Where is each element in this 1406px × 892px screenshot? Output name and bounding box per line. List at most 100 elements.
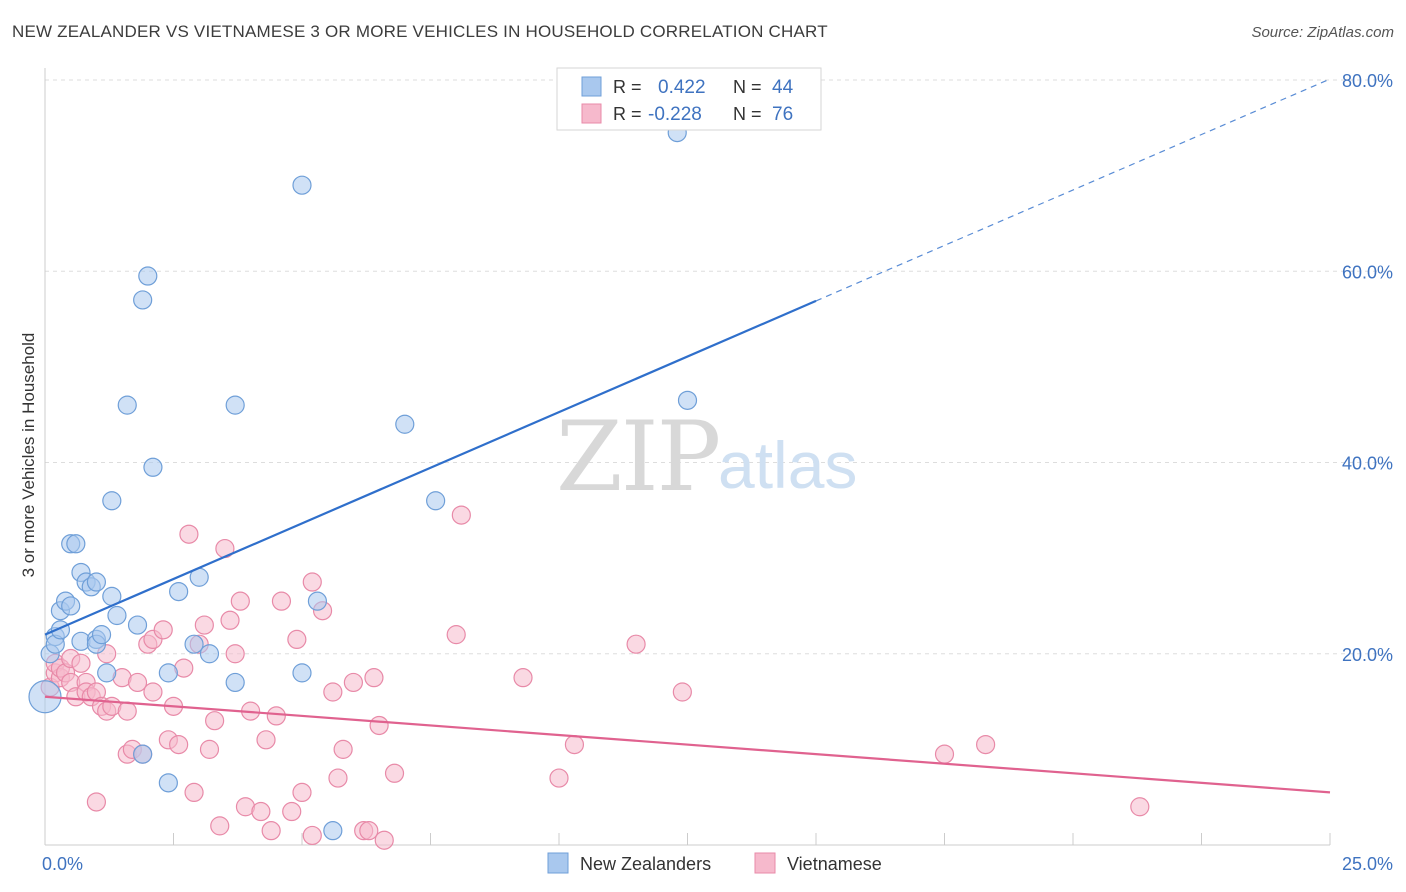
data-point xyxy=(225,644,245,664)
data-point xyxy=(384,763,405,783)
data-point xyxy=(307,591,328,611)
data-point xyxy=(225,395,245,415)
watermark: ZIP atlas xyxy=(556,401,857,513)
data-point xyxy=(138,266,158,286)
tick-labels: 20.0% 40.0% 60.0% 80.0% 0.0% 25.0% xyxy=(42,71,1393,874)
data-point xyxy=(97,663,117,683)
watermark-atlas: atlas xyxy=(718,428,857,502)
data-point xyxy=(153,620,173,640)
trend-line-new-zealanders-extension xyxy=(815,78,1331,302)
data-point xyxy=(513,668,533,688)
data-point xyxy=(677,390,698,410)
legend-n-value-pink: 76 xyxy=(772,104,793,125)
correlation-legend: R = 0.422 N = 44 R = -0.228 N = 76 xyxy=(556,67,822,131)
data-point xyxy=(333,739,353,759)
data-point xyxy=(143,457,163,477)
data-point xyxy=(976,734,996,755)
data-point xyxy=(102,491,122,511)
data-point xyxy=(549,768,569,788)
data-point xyxy=(199,739,220,759)
series-legend: New Zealanders Vietnamese xyxy=(547,852,882,874)
y-tick-label: 80.0% xyxy=(1342,71,1393,91)
data-point xyxy=(179,524,199,544)
data-point xyxy=(672,682,692,702)
data-point xyxy=(446,625,466,645)
data-point xyxy=(199,644,220,664)
data-point xyxy=(1130,797,1150,817)
data-point xyxy=(117,701,137,721)
data-point xyxy=(107,605,127,626)
data-point xyxy=(374,830,394,850)
legend-swatch-vietnamese xyxy=(754,852,776,874)
legend-label-vietnamese: Vietnamese xyxy=(787,854,882,874)
axes xyxy=(44,68,1331,846)
data-point xyxy=(251,801,271,822)
x-tick-label: 0.0% xyxy=(42,854,83,874)
data-point xyxy=(369,715,389,736)
series-vietnamese-points xyxy=(40,505,1150,850)
legend-swatch-blue xyxy=(581,76,602,97)
legend-n-label-blue: N = xyxy=(733,77,762,97)
chart-title: NEW ZEALANDER VS VIETNAMESE 3 OR MORE VE… xyxy=(12,22,828,41)
legend-swatch-pink xyxy=(581,103,602,124)
data-point xyxy=(302,825,322,846)
data-point xyxy=(158,773,178,793)
data-point xyxy=(210,816,230,836)
data-point xyxy=(127,672,148,693)
data-point xyxy=(934,744,955,764)
y-tick-label: 40.0% xyxy=(1342,454,1393,474)
x-tick-label: 25.0% xyxy=(1342,854,1393,874)
legend-swatch-new-zealanders xyxy=(547,852,569,874)
data-point xyxy=(169,734,189,755)
data-point xyxy=(184,782,204,803)
legend-n-value-blue: 44 xyxy=(772,77,794,98)
data-point xyxy=(169,581,189,602)
trend-lines xyxy=(44,78,1331,794)
data-point xyxy=(302,572,322,592)
data-point xyxy=(323,682,343,702)
data-point xyxy=(451,505,471,525)
data-point xyxy=(282,801,302,822)
y-axis-label: 3 or more Vehicles in Household xyxy=(19,333,38,578)
data-point xyxy=(133,744,153,764)
data-point xyxy=(194,615,214,635)
data-point xyxy=(395,414,415,434)
data-point xyxy=(426,491,446,511)
data-point xyxy=(117,395,137,415)
legend-label-new-zealanders: New Zealanders xyxy=(580,854,711,874)
data-point xyxy=(364,668,384,688)
data-point xyxy=(564,734,585,755)
y-tick-label: 60.0% xyxy=(1342,262,1393,282)
trend-line-new-zealanders xyxy=(44,299,817,636)
data-point xyxy=(133,290,153,310)
y-tick-label: 20.0% xyxy=(1342,645,1393,665)
data-point xyxy=(359,821,379,841)
data-point xyxy=(220,610,240,630)
data-point xyxy=(261,821,281,841)
data-point xyxy=(158,663,178,683)
data-point xyxy=(271,591,292,611)
data-point xyxy=(230,591,250,611)
legend-r-value-blue: 0.422 xyxy=(658,77,706,98)
data-point xyxy=(143,682,163,702)
legend-r-label-blue: R = xyxy=(613,77,642,97)
legend-r-value-pink: -0.228 xyxy=(648,104,702,125)
data-point xyxy=(225,672,245,693)
data-point xyxy=(205,711,225,731)
data-point xyxy=(256,730,276,750)
data-point xyxy=(323,821,343,841)
data-point xyxy=(343,672,363,693)
data-point xyxy=(184,634,204,654)
data-point xyxy=(91,625,112,645)
watermark-zip: ZIP xyxy=(556,401,719,513)
data-point xyxy=(292,782,312,803)
data-point xyxy=(328,768,348,788)
legend-n-label-pink: N = xyxy=(733,104,762,124)
data-point xyxy=(61,596,81,616)
data-point xyxy=(626,634,646,654)
data-point xyxy=(66,534,86,554)
data-point xyxy=(127,615,148,635)
data-point xyxy=(86,572,107,592)
data-point xyxy=(292,663,312,683)
